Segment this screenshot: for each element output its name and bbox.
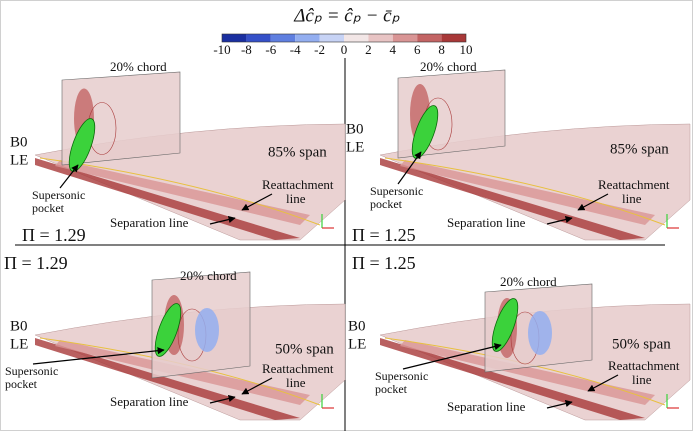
pi-label: Π = 1.29	[4, 253, 68, 273]
arrow	[209, 216, 236, 225]
le-label: LE	[10, 152, 28, 168]
chord-label: 20% chord	[110, 59, 167, 74]
yellow-line	[384, 157, 666, 226]
arrow	[241, 377, 273, 395]
colorbar-tick-label: -6	[265, 42, 276, 57]
colorbar-segment	[368, 34, 393, 42]
b0-label: B0	[10, 134, 28, 150]
arrow	[397, 151, 422, 185]
span-label: 85% span	[610, 141, 669, 157]
separation-label: Separation line	[110, 394, 189, 409]
pocket-label: Supersonic	[32, 188, 85, 202]
contour-blue	[195, 308, 219, 352]
reattachment-label: Reattachment	[598, 177, 670, 192]
reattachment-label: line	[286, 191, 306, 206]
pocket-label: Supersonic	[370, 184, 423, 198]
colorbar-tick-label: 8	[438, 42, 445, 57]
reattachment-label: Reattachment	[262, 361, 334, 376]
colorbar-segment	[270, 34, 296, 42]
pocket-label: Supersonic	[375, 369, 428, 383]
colorbar-tick-label: 6	[414, 42, 421, 57]
colorbar-segment	[344, 34, 369, 42]
colorbar-title: Δĉₚ = ĉₚ − c̄ₚ	[293, 5, 400, 26]
pocket-label: pocket	[375, 382, 408, 396]
reattachment-label: line	[286, 375, 306, 390]
wing-band	[380, 158, 645, 240]
span-label: 50% span	[612, 336, 671, 352]
chord-label: 20% chord	[180, 268, 237, 283]
colorbar-segment	[246, 34, 271, 42]
reattachment-label: Reattachment	[608, 358, 680, 373]
colorbar-tick-label: 0	[341, 42, 348, 57]
supersonic-pocket	[491, 298, 519, 352]
separation-label: Separation line	[447, 215, 526, 230]
reattachment-label: Reattachment	[262, 177, 334, 192]
span-label: 85% span	[268, 144, 327, 160]
contour-blue	[528, 311, 552, 355]
colorbar-tick-label: -4	[290, 42, 301, 57]
chord-label: 20% chord	[420, 59, 477, 74]
colorbar-segment	[319, 34, 344, 42]
colorbar-tick-label: 2	[365, 42, 372, 57]
pocket-label: pocket	[32, 201, 65, 215]
separation-label: Separation line	[110, 215, 189, 230]
arrow	[546, 216, 573, 225]
arrow	[546, 400, 573, 409]
colorbar-segment	[222, 34, 247, 42]
arrow	[402, 343, 502, 370]
span-label: 50% span	[275, 341, 334, 357]
arrow	[209, 395, 236, 404]
arrow	[577, 193, 609, 211]
colorbar-segment	[417, 34, 442, 42]
arrow	[241, 193, 273, 211]
separation-label: Separation line	[447, 399, 526, 414]
chord-label: 20% chord	[500, 274, 557, 289]
reattachment-label: line	[632, 372, 652, 387]
b0-label: B0	[346, 121, 364, 137]
colorbar-tick-label: -2	[314, 42, 325, 57]
wing-band-light	[400, 160, 655, 225]
colorbar-tick-label: 10	[460, 42, 473, 57]
arrow	[59, 164, 79, 189]
arrow	[587, 374, 619, 392]
colorbar-tick-label: -8	[241, 42, 252, 57]
colorbar-tick-label: 4	[390, 42, 397, 57]
pi-label: Π = 1.25	[352, 225, 416, 245]
colorbar-tick-label: -10	[213, 42, 230, 57]
colorbar-segment	[441, 34, 466, 42]
pi-label: Π = 1.25	[352, 253, 416, 273]
pi-label: Π = 1.29	[22, 225, 86, 245]
colorbar-segment	[295, 34, 320, 42]
colorbar-segment	[392, 34, 418, 42]
le-label: LE	[10, 336, 28, 352]
colorbar-border	[221, 33, 467, 43]
supersonic-pocket	[154, 303, 182, 357]
b0-label: B0	[10, 318, 28, 334]
le-label: LE	[346, 139, 364, 155]
reattachment-label: line	[622, 191, 642, 206]
pocket-label: pocket	[5, 377, 38, 391]
b0-label: B0	[348, 318, 366, 334]
pocket-label: pocket	[370, 197, 403, 211]
le-label: LE	[348, 336, 366, 352]
pocket-label: Supersonic	[5, 364, 58, 378]
arrow	[32, 347, 165, 365]
